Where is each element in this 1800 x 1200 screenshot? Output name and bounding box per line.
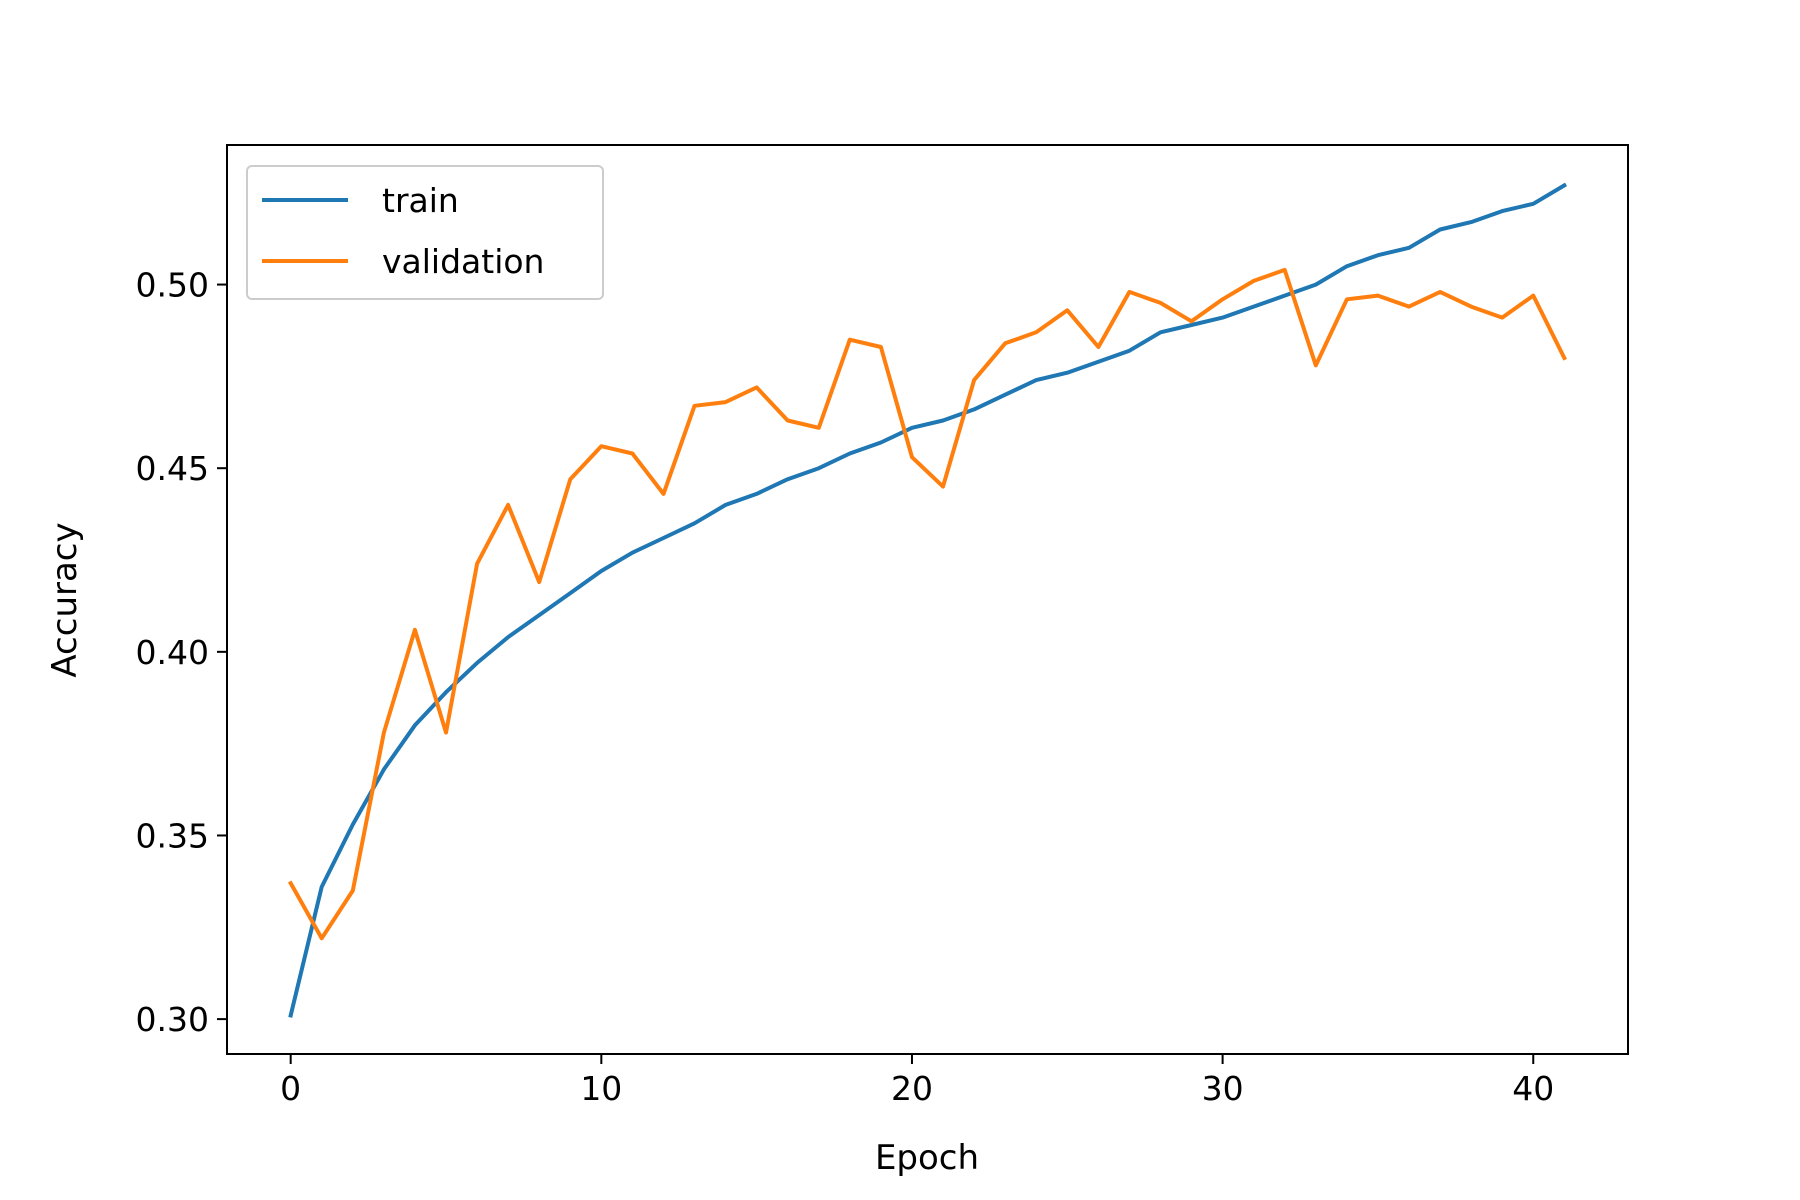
- legend: train validation: [246, 165, 604, 300]
- x-tick-label: 0: [280, 1069, 301, 1108]
- series-line-validation: [287, 267, 1567, 941]
- legend-label-validation: validation: [382, 242, 544, 281]
- y-tick-label: 0.50: [136, 266, 209, 305]
- x-axis-label: Epoch: [875, 1138, 979, 1178]
- series-line-train: [288, 182, 1568, 1018]
- x-tick-label: 30: [1202, 1069, 1244, 1108]
- y-tick-label: 0.40: [136, 633, 209, 672]
- y-axis-label: Accuracy: [45, 522, 85, 677]
- x-tick-label: 10: [580, 1069, 622, 1108]
- y-tick-label: 0.35: [136, 816, 209, 855]
- plot-area: [287, 182, 1568, 1018]
- x-tick-label: 20: [891, 1069, 933, 1108]
- x-tick-label: 40: [1512, 1069, 1554, 1108]
- y-tick-label: 0.45: [136, 449, 209, 488]
- axes-frame: [226, 144, 1629, 1055]
- legend-label-train: train: [382, 181, 459, 220]
- axes: 0 10 20 30 40 0.30 0.35 0.40 0.45 0.50: [136, 144, 1629, 1108]
- y-tick-label: 0.30: [136, 1000, 209, 1039]
